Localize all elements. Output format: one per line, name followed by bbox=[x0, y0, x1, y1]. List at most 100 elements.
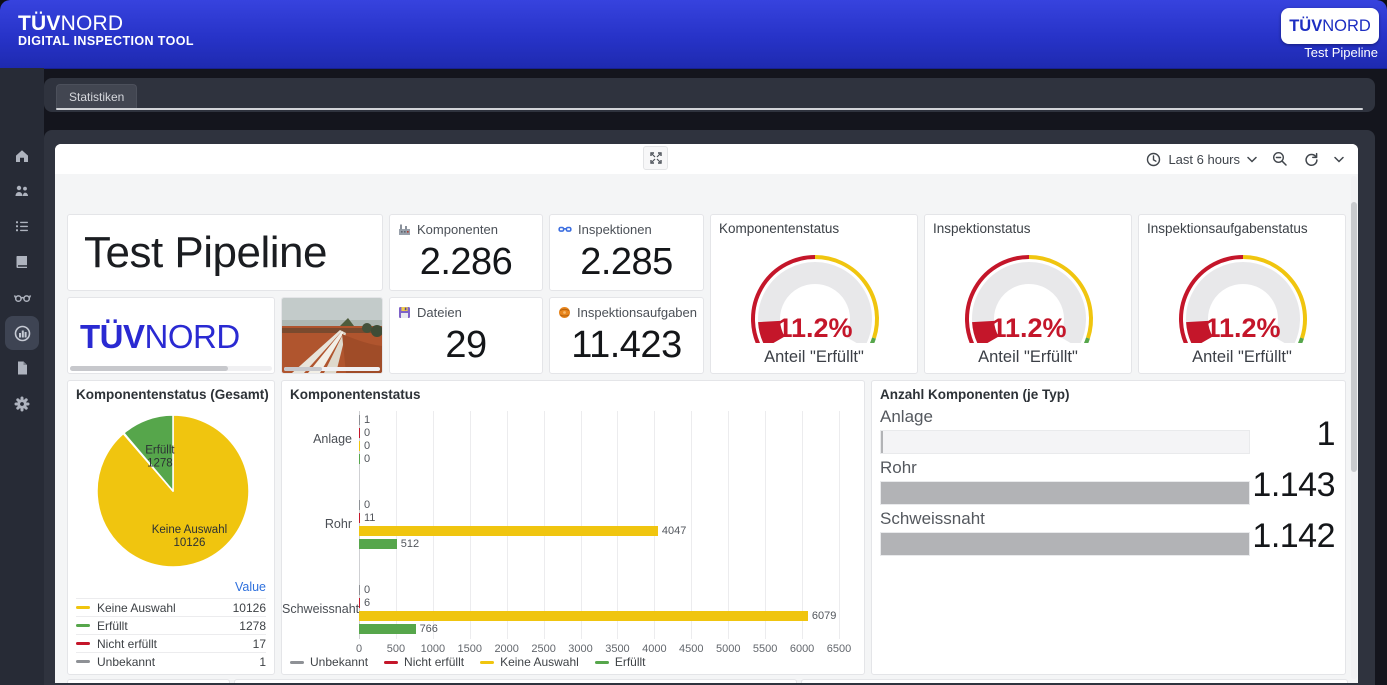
sidebar-item-settings[interactable] bbox=[5, 387, 39, 421]
stat-label: Komponenten bbox=[417, 222, 498, 237]
panel-pie-komponentenstatus-gesamt: Komponentenstatus (Gesamt) Keine Auswahl… bbox=[67, 380, 275, 675]
x-axis-tick: 1000 bbox=[420, 643, 446, 655]
bar-value-label: 0 bbox=[364, 440, 371, 452]
panel-partial bbox=[801, 679, 1348, 683]
panel-title: Inspektionsaufgabenstatus bbox=[1147, 221, 1308, 236]
refresh-interval-dropdown[interactable] bbox=[1334, 156, 1344, 163]
floppy-disk-icon bbox=[399, 307, 410, 318]
legend-item[interactable]: Unbekannt bbox=[290, 655, 368, 669]
tab-underline bbox=[56, 108, 1363, 110]
x-axis-tick: 500 bbox=[386, 643, 406, 655]
refresh-button[interactable] bbox=[1303, 151, 1319, 167]
bargauge-value: 1.142 bbox=[1252, 517, 1335, 555]
dashboards-icon bbox=[14, 325, 30, 341]
legend-label: Nicht erfüllt bbox=[97, 636, 158, 651]
kiosk-mode-button[interactable] bbox=[643, 146, 668, 170]
sidebar-item-documents[interactable] bbox=[5, 351, 39, 385]
bargauge-track bbox=[880, 481, 1250, 505]
x-axis-tick: 6000 bbox=[789, 643, 815, 655]
panel-stat-inspektionen: Inspektionen 2.285 bbox=[549, 214, 704, 291]
chevron-down-icon bbox=[1247, 156, 1257, 163]
glasses-icon bbox=[558, 226, 572, 232]
grafana-dashboard: Last 6 hours Test Pipeli bbox=[55, 144, 1358, 683]
scrollbar-thumb[interactable] bbox=[284, 367, 322, 371]
list-icon bbox=[16, 221, 28, 232]
x-axis-tick: 2000 bbox=[494, 643, 519, 655]
legend-label: Unbekannt bbox=[310, 655, 369, 669]
tuvnord-logo-badge: TÜVNORD bbox=[1281, 8, 1379, 44]
users-icon bbox=[15, 185, 28, 196]
bar-value-label: 6079 bbox=[811, 610, 837, 622]
legend-item[interactable]: Erfüllt bbox=[594, 655, 646, 669]
svg-text:11.2%: 11.2% bbox=[777, 313, 852, 343]
vertical-scrollbar[interactable] bbox=[1351, 176, 1357, 679]
legend-sort-header[interactable]: Value bbox=[234, 580, 266, 594]
legend-item[interactable]: Nicht erfüllt bbox=[384, 655, 464, 669]
sidebar-item-inspections[interactable] bbox=[5, 280, 39, 314]
x-axis-tick: 5500 bbox=[752, 643, 778, 655]
bar-rohr-nicht-erfüllt bbox=[359, 513, 360, 523]
bargauge-value: 1.143 bbox=[1252, 466, 1335, 504]
time-range-label: Last 6 hours bbox=[1168, 151, 1240, 167]
bar-value-label: 0 bbox=[364, 499, 371, 511]
sidebar-item-home[interactable] bbox=[5, 139, 39, 173]
gauge-label: Anteil "Erfüllt" bbox=[978, 348, 1078, 366]
sidebar-item-dashboards[interactable] bbox=[5, 316, 39, 350]
horizontal-scrollbar[interactable] bbox=[70, 366, 272, 371]
svg-text:11.2%: 11.2% bbox=[1205, 313, 1280, 343]
bar-schweissnaht-erfüllt bbox=[359, 624, 416, 634]
category-label: Rohr bbox=[324, 517, 352, 531]
scrollbar-thumb[interactable] bbox=[70, 366, 228, 371]
legend-label: Keine Auswahl bbox=[500, 655, 579, 669]
x-axis-tick: 3500 bbox=[605, 643, 630, 655]
panel-gauge-inspektionsaufgabenstatus: Inspektionsaufgabenstatus 11.2% Anteil "… bbox=[1138, 214, 1346, 374]
horizontal-scrollbar[interactable] bbox=[284, 367, 380, 371]
bargauge-label: Schweissnaht bbox=[880, 509, 985, 528]
legend-label: Erfüllt bbox=[614, 655, 646, 669]
panel-title: Komponentenstatus bbox=[290, 387, 421, 402]
brand-tuv: TÜV bbox=[18, 12, 61, 35]
category-label: Schweissnaht bbox=[282, 602, 360, 616]
legend-row[interactable]: Unbekannt 1 bbox=[76, 652, 266, 670]
x-axis-tick: 4000 bbox=[642, 643, 667, 655]
clock-icon bbox=[1147, 152, 1161, 166]
legend-row[interactable]: Keine Auswahl 10126 bbox=[76, 598, 266, 616]
bar-value-label: 0 bbox=[364, 453, 371, 465]
bar-value-label: 512 bbox=[400, 538, 420, 550]
bar-value-label: 6 bbox=[364, 597, 371, 609]
legend-item[interactable]: Keine Auswahl bbox=[480, 655, 579, 669]
refresh-icon bbox=[1305, 152, 1318, 166]
panel-title: Anzahl Komponenten (je Typ) bbox=[880, 387, 1070, 402]
legend-color-mark bbox=[480, 660, 495, 664]
bargauge-fill bbox=[881, 482, 1249, 504]
panel-bargauge-anzahl-komponenten: Anzahl Komponenten (je Typ) Anlage 1 Rohr 1… bbox=[871, 380, 1346, 675]
sidebar-item-book[interactable] bbox=[5, 245, 39, 279]
legend-color-mark bbox=[384, 660, 399, 664]
time-range-picker[interactable]: Last 6 hours bbox=[1146, 152, 1257, 167]
gauge-chart: 11.2% bbox=[751, 255, 880, 343]
bar-schweissnaht-nicht-erfüllt bbox=[359, 598, 360, 608]
bar-rohr-erfüllt bbox=[359, 539, 397, 549]
gauge-chart: 11.2% bbox=[1179, 255, 1308, 343]
bargauge-fill bbox=[881, 533, 1249, 555]
dashboard-toolbar: Last 6 hours bbox=[55, 144, 1358, 174]
pipeline-photo bbox=[282, 298, 382, 373]
x-axis-tick: 4500 bbox=[679, 643, 704, 655]
sidebar-item-map[interactable] bbox=[5, 174, 39, 208]
gauge-chart: 11.2% bbox=[965, 255, 1094, 343]
legend-row[interactable]: Erfüllt 1278 bbox=[76, 616, 266, 634]
bar-schweissnaht-keine-auswahl bbox=[359, 611, 808, 621]
pie-legend: Value Keine Auswahl 10126 Erfüllt 1278 Nicht… bbox=[76, 580, 266, 670]
stat-value: 2.285 bbox=[580, 241, 673, 283]
zoom-out-button[interactable] bbox=[1272, 151, 1288, 167]
tab-statistiken[interactable]: Statistiken bbox=[56, 84, 138, 109]
legend-row[interactable]: Nicht erfüllt 17 bbox=[76, 634, 266, 652]
category-label: Anlage bbox=[313, 432, 352, 446]
bar-value-label: 766 bbox=[419, 623, 438, 635]
bar-anlage-unbekannt bbox=[359, 415, 360, 425]
scrollbar-thumb[interactable] bbox=[1351, 202, 1357, 472]
sidebar-item-list[interactable] bbox=[5, 209, 39, 243]
bar-schweissnaht-unbekannt bbox=[359, 585, 360, 595]
bargauge-fill bbox=[881, 431, 883, 453]
